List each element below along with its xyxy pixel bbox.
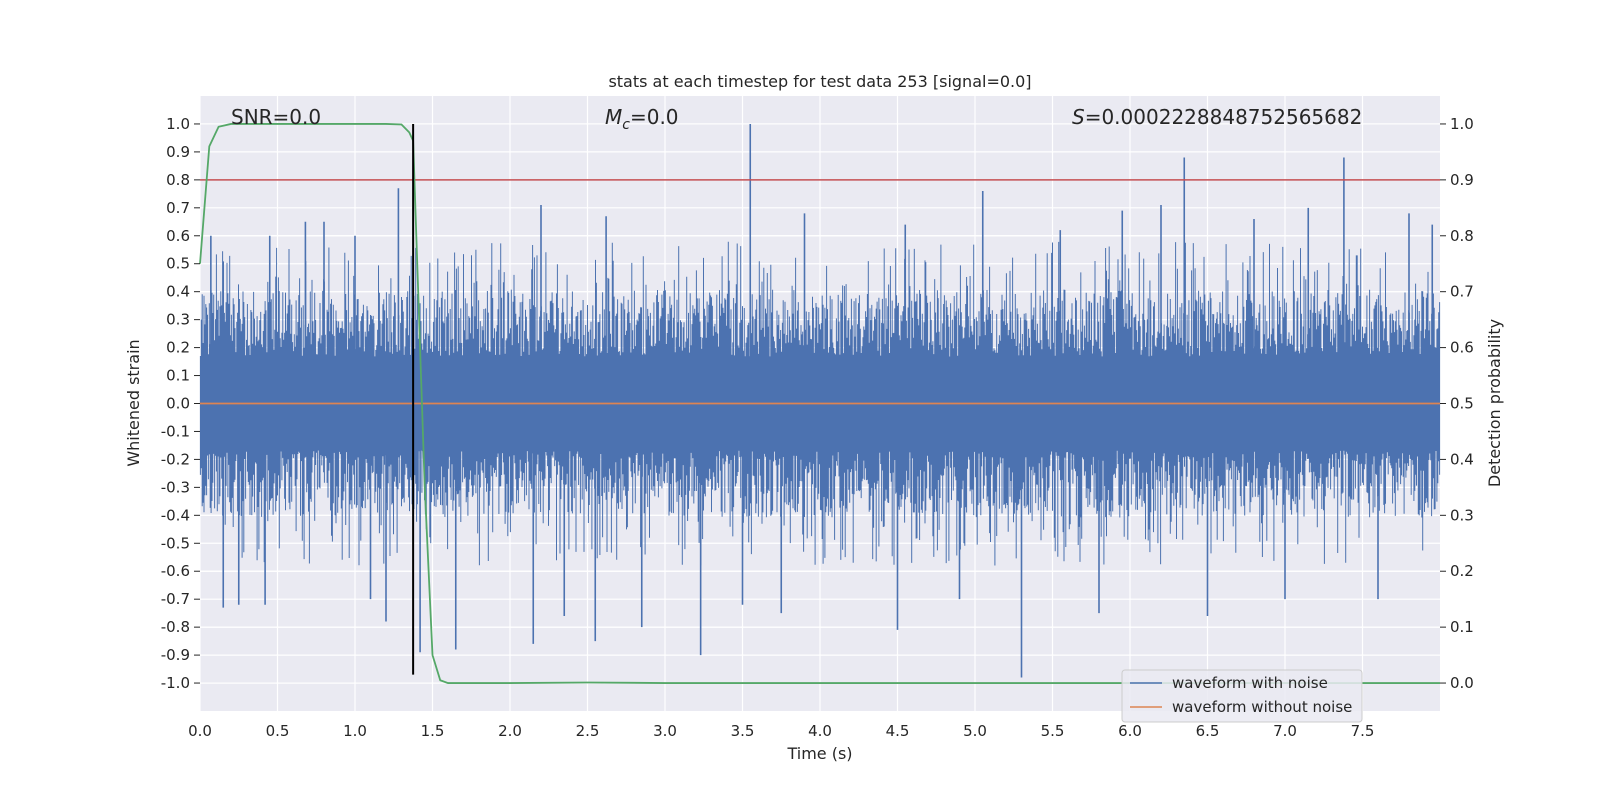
s-symbol: S — [1072, 105, 1085, 129]
y2-tick-label-7: 0.3 — [1450, 506, 1474, 524]
y2-tick-label-3: 0.7 — [1450, 283, 1474, 301]
noise-waveform-line — [199, 241, 1441, 566]
x-tick-label-15: 7.5 — [1351, 722, 1375, 740]
y2-axis: 1.0 0.9 0.8 0.7 0.6 0.5 0.4 0.3 0.2 0.1 0.0 — [1440, 115, 1474, 692]
x-tick-label-8: 4.0 — [808, 722, 832, 740]
y-tick-label-5: 0.5 — [166, 255, 190, 273]
y2-tick-label-8: 0.2 — [1450, 562, 1474, 580]
y-tick-label-19: -0.9 — [161, 646, 190, 664]
y-tick-label-20: -1.0 — [161, 674, 190, 692]
y-tick-label-6: 0.4 — [166, 283, 190, 301]
y-tick-label-12: -0.2 — [161, 450, 190, 468]
y-tick-label-13: -0.3 — [161, 478, 190, 496]
y-tick-label-3: 0.7 — [166, 199, 190, 217]
x-tick-label-5: 2.5 — [576, 722, 600, 740]
x-tick-label-12: 6.0 — [1118, 722, 1142, 740]
x-tick-label-9: 4.5 — [886, 722, 910, 740]
y-tick-label-1: 0.9 — [166, 143, 190, 161]
y-tick-label-4: 0.6 — [166, 227, 190, 245]
y-axis-label: Whitened strain — [124, 339, 143, 466]
mc-symbol: M — [605, 105, 622, 129]
mc-subscript: c — [622, 117, 630, 133]
y2-tick-label-6: 0.4 — [1450, 450, 1474, 468]
y-tick-label-18: -0.8 — [161, 618, 190, 636]
y-tick-label-16: -0.6 — [161, 562, 190, 580]
x-axis: 0.0 0.5 1.0 1.5 2.0 2.5 3.0 3.5 4.0 4.5 5.0 5.5 6.0 6… — [188, 722, 1374, 740]
y2-tick-label-1: 0.9 — [1450, 171, 1474, 189]
s-value: =0.0002228848752565682 — [1085, 105, 1363, 129]
x-tick-label-13: 6.5 — [1196, 722, 1220, 740]
y-axis: 1.0 0.9 0.8 0.7 0.6 0.5 0.4 0.3 0.2 0.1 0.0 -0.1 -0.… — [161, 115, 200, 692]
x-tick-label-6: 3.0 — [653, 722, 677, 740]
x-tick-label-0: 0.0 — [188, 722, 212, 740]
y2-tick-label-10: 0.0 — [1450, 674, 1474, 692]
y-tick-label-15: -0.5 — [161, 534, 190, 552]
y-tick-label-11: -0.1 — [161, 422, 190, 440]
y-tick-label-10: 0.0 — [166, 395, 190, 413]
y-tick-label-2: 0.8 — [166, 171, 190, 189]
mc-annotation: Mc=0.0 — [605, 105, 679, 133]
legend-label-clean: waveform without noise — [1172, 698, 1352, 716]
x-tick-label-1: 0.5 — [266, 722, 290, 740]
y2-tick-label-0: 1.0 — [1450, 115, 1474, 133]
mc-value: =0.0 — [630, 105, 679, 129]
legend: waveform with noise waveform without noi… — [1121, 669, 1363, 723]
legend-label-noise: waveform with noise — [1172, 674, 1328, 692]
x-tick-label-3: 1.5 — [421, 722, 445, 740]
x-tick-label-2: 1.0 — [343, 722, 367, 740]
y2-tick-label-9: 0.1 — [1450, 618, 1474, 636]
y-tick-label-0: 1.0 — [166, 115, 190, 133]
lines-layer — [199, 123, 1440, 684]
x-tick-label-4: 2.0 — [498, 722, 522, 740]
y-tick-label-14: -0.4 — [161, 506, 190, 524]
y2-tick-label-4: 0.6 — [1450, 339, 1474, 357]
y2-tick-label-5: 0.5 — [1450, 395, 1474, 413]
legend-box — [1121, 669, 1363, 723]
x-tick-label-14: 7.0 — [1273, 722, 1297, 740]
x-tick-label-11: 5.5 — [1041, 722, 1065, 740]
s-annotation: S=0.0002228848752565682 — [1072, 105, 1362, 129]
y2-axis-label: Detection probability — [1485, 319, 1504, 487]
chart-title: stats at each timestep for test data 253… — [608, 72, 1031, 91]
noise-waveform-layer — [199, 123, 1441, 678]
y-tick-label-7: 0.3 — [166, 311, 190, 329]
x-tick-label-7: 3.5 — [731, 722, 755, 740]
x-axis-label: Time (s) — [786, 744, 852, 763]
snr-annotation: SNR=0.0 — [231, 105, 321, 129]
y-tick-label-9: 0.1 — [166, 367, 190, 385]
y-tick-label-17: -0.7 — [161, 590, 190, 608]
x-tick-label-10: 5.0 — [963, 722, 987, 740]
y-tick-label-8: 0.2 — [166, 339, 190, 357]
y2-tick-label-2: 0.8 — [1450, 227, 1474, 245]
